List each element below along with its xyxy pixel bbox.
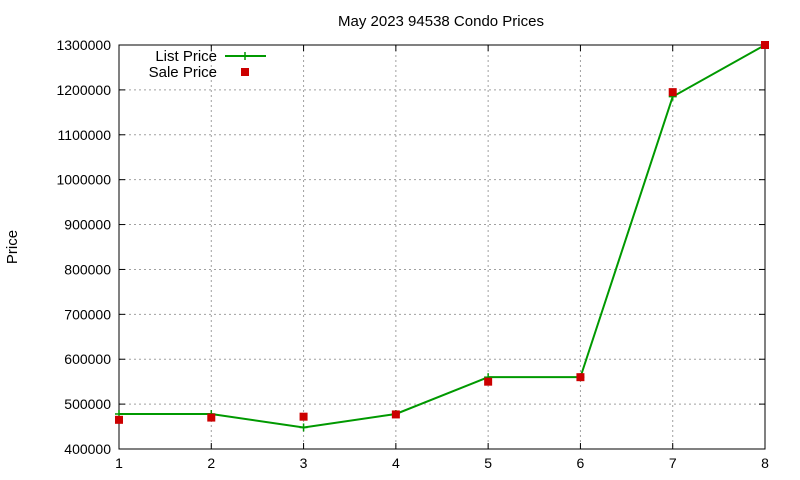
- y-tick-label: 800000: [64, 261, 111, 277]
- sale-price-point: [576, 373, 585, 382]
- x-tick-label: 4: [392, 455, 400, 471]
- y-tick-label: 500000: [64, 396, 111, 412]
- y-tick-label: 1200000: [56, 82, 111, 98]
- x-tick-label: 2: [207, 455, 215, 471]
- chart-title: May 2023 94538 Condo Prices: [338, 13, 544, 30]
- sale-price-point: [668, 88, 677, 97]
- x-tick-label: 8: [761, 455, 769, 471]
- axis-ticks: 400000 500000 600000 700000 800000 900000 1000…: [56, 37, 769, 471]
- sale-price-point: [299, 412, 308, 421]
- y-tick-label: 400000: [64, 441, 111, 457]
- grid-lines: [119, 45, 765, 449]
- sale-price-series: [115, 41, 769, 424]
- y-axis-label: Price: [4, 230, 21, 264]
- x-tick-label: 6: [577, 455, 585, 471]
- x-tick-label: 7: [669, 455, 677, 471]
- y-tick-label: 900000: [64, 217, 111, 233]
- x-tick-label: 1: [115, 455, 123, 471]
- list-price-line: [119, 44, 766, 429]
- sale-price-legend-label: Sale Price: [149, 64, 217, 81]
- sale-price-legend-marker: [241, 68, 249, 76]
- y-tick-label: 1100000: [58, 127, 112, 143]
- series-layer: [115, 41, 769, 432]
- sale-price-point: [115, 415, 123, 424]
- sale-price-point: [761, 41, 769, 49]
- plot-frame: [118, 44, 766, 450]
- y-tick-label: 700000: [64, 306, 111, 322]
- sale-price-point: [207, 413, 216, 422]
- y-tick-label: 1000000: [56, 172, 111, 188]
- y-tick-label: 600000: [64, 351, 111, 367]
- list-price-point: [299, 423, 308, 432]
- list-price-legend-marker: [241, 52, 249, 60]
- sale-price-point: [391, 410, 400, 419]
- x-tick-label: 5: [484, 455, 492, 471]
- sale-price-point: [484, 377, 493, 386]
- x-tick-label: 3: [300, 455, 308, 471]
- y-tick-label: 1300000: [56, 37, 111, 53]
- list-price-series: [115, 41, 769, 432]
- list-price-legend-label: List Price: [155, 48, 217, 65]
